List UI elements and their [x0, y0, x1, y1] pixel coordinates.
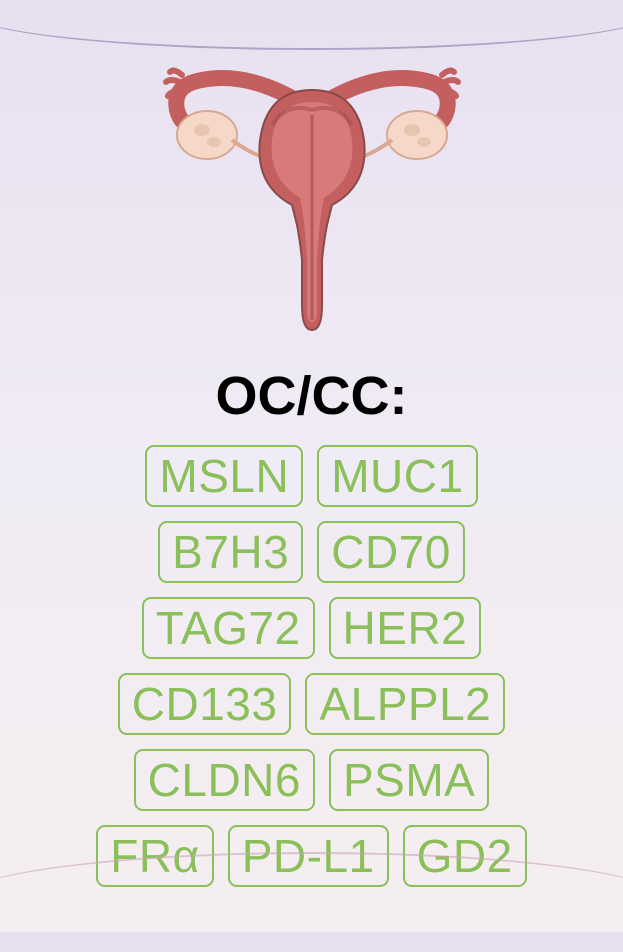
tag-row: B7H3CD70 — [158, 521, 465, 583]
marker-tag: HER2 — [329, 597, 482, 659]
uterus-icon — [152, 30, 472, 340]
top-arc-decorative — [0, 0, 623, 50]
marker-tag: B7H3 — [158, 521, 303, 583]
marker-tag: CD133 — [118, 673, 292, 735]
marker-tag: PSMA — [329, 749, 489, 811]
tag-row: CD133ALPPL2 — [118, 673, 506, 735]
marker-tag: CLDN6 — [134, 749, 315, 811]
diagram-heading: OC/CC: — [216, 365, 408, 427]
tag-row: CLDN6PSMA — [134, 749, 490, 811]
marker-tag: TAG72 — [142, 597, 315, 659]
marker-tag: MUC1 — [317, 445, 477, 507]
tags-container: MSLNMUC1B7H3CD70TAG72HER2CD133ALPPL2CLDN… — [96, 445, 526, 887]
marker-tag: CD70 — [317, 521, 465, 583]
tag-row: TAG72HER2 — [142, 597, 482, 659]
bottom-arc-decorative — [0, 852, 623, 952]
marker-tag: ALPPL2 — [305, 673, 505, 735]
marker-tag: MSLN — [145, 445, 303, 507]
tag-row: MSLNMUC1 — [145, 445, 477, 507]
